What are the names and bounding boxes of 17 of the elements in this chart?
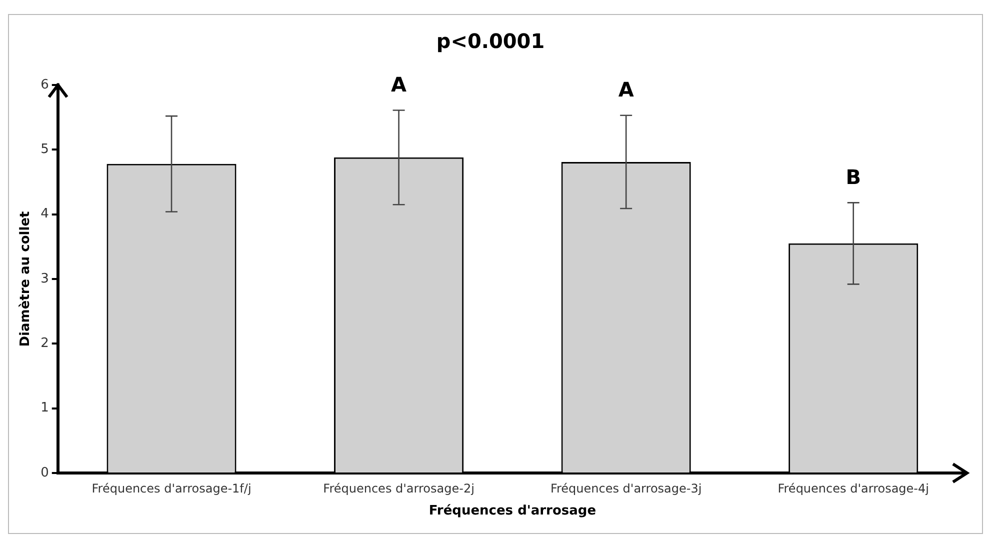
x-tick-label: Fréquences d'arrosage-4j — [778, 481, 929, 496]
annotation: B — [846, 164, 861, 189]
annotation: A — [391, 72, 408, 96]
y-tick-label: 0 — [40, 465, 49, 480]
chart-title: p<0.0001 — [436, 29, 545, 54]
y-tick-label: 6 — [40, 77, 49, 92]
annotation: A — [618, 78, 634, 102]
y-tick-label: 4 — [40, 206, 49, 222]
y-axis-title: Diamètre au collet — [18, 211, 34, 347]
x-tick-label: Fréquences d'arrosage-2j — [323, 481, 474, 496]
x-tick-label: Fréquences d'arrosage-1f/j — [92, 481, 252, 496]
y-tick-label: 5 — [40, 142, 49, 158]
x-axis-title: Fréquences d'arrosage — [428, 504, 596, 519]
y-tick-label: 3 — [40, 271, 49, 286]
y-tick-label: 2 — [40, 336, 49, 352]
x-tick-label: Fréquences d'arrosage-3j — [550, 481, 702, 496]
y-tick-label: 1 — [40, 400, 49, 416]
